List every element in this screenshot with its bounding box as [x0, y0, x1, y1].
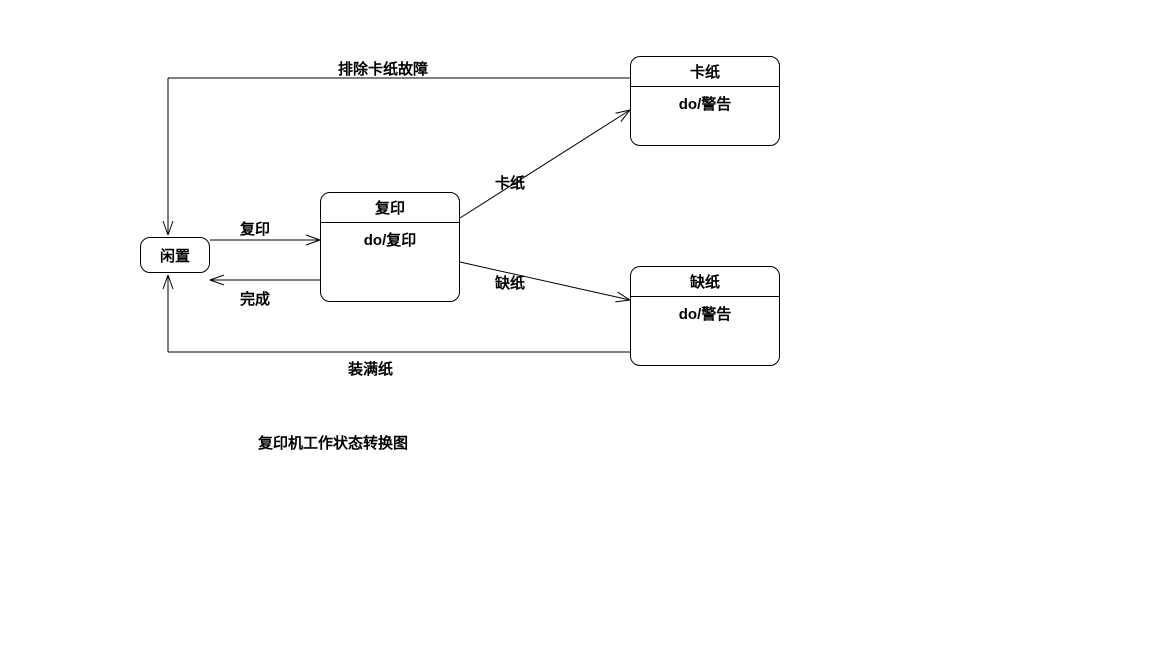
edges-layer — [0, 0, 1152, 648]
edge-label-done: 完成 — [240, 288, 270, 309]
state-action: do/警告 — [631, 297, 779, 330]
state-label: 复印 — [321, 193, 459, 222]
diagram-container: 闲置 复印 do/复印 卡纸 do/警告 缺纸 do/警告 复印 完成 卡纸 缺… — [0, 0, 1152, 648]
state-node-jam: 卡纸 do/警告 — [630, 56, 780, 146]
state-node-copy: 复印 do/复印 — [320, 192, 460, 302]
edge-label-jam: 卡纸 — [495, 172, 525, 193]
diagram-caption: 复印机工作状态转换图 — [258, 432, 408, 453]
state-action: do/警告 — [631, 87, 779, 120]
state-node-nopaper: 缺纸 do/警告 — [630, 266, 780, 366]
state-label: 缺纸 — [631, 267, 779, 296]
edge-label-clearjam: 排除卡纸故障 — [338, 58, 428, 79]
edge-label-nopaper: 缺纸 — [495, 272, 525, 293]
edge-label-copy: 复印 — [240, 218, 270, 239]
edge-label-loadpaper: 装满纸 — [348, 358, 393, 379]
state-label: 闲置 — [160, 241, 190, 270]
state-label: 卡纸 — [631, 57, 779, 86]
state-node-idle: 闲置 — [140, 237, 210, 273]
state-action: do/复印 — [321, 223, 459, 256]
